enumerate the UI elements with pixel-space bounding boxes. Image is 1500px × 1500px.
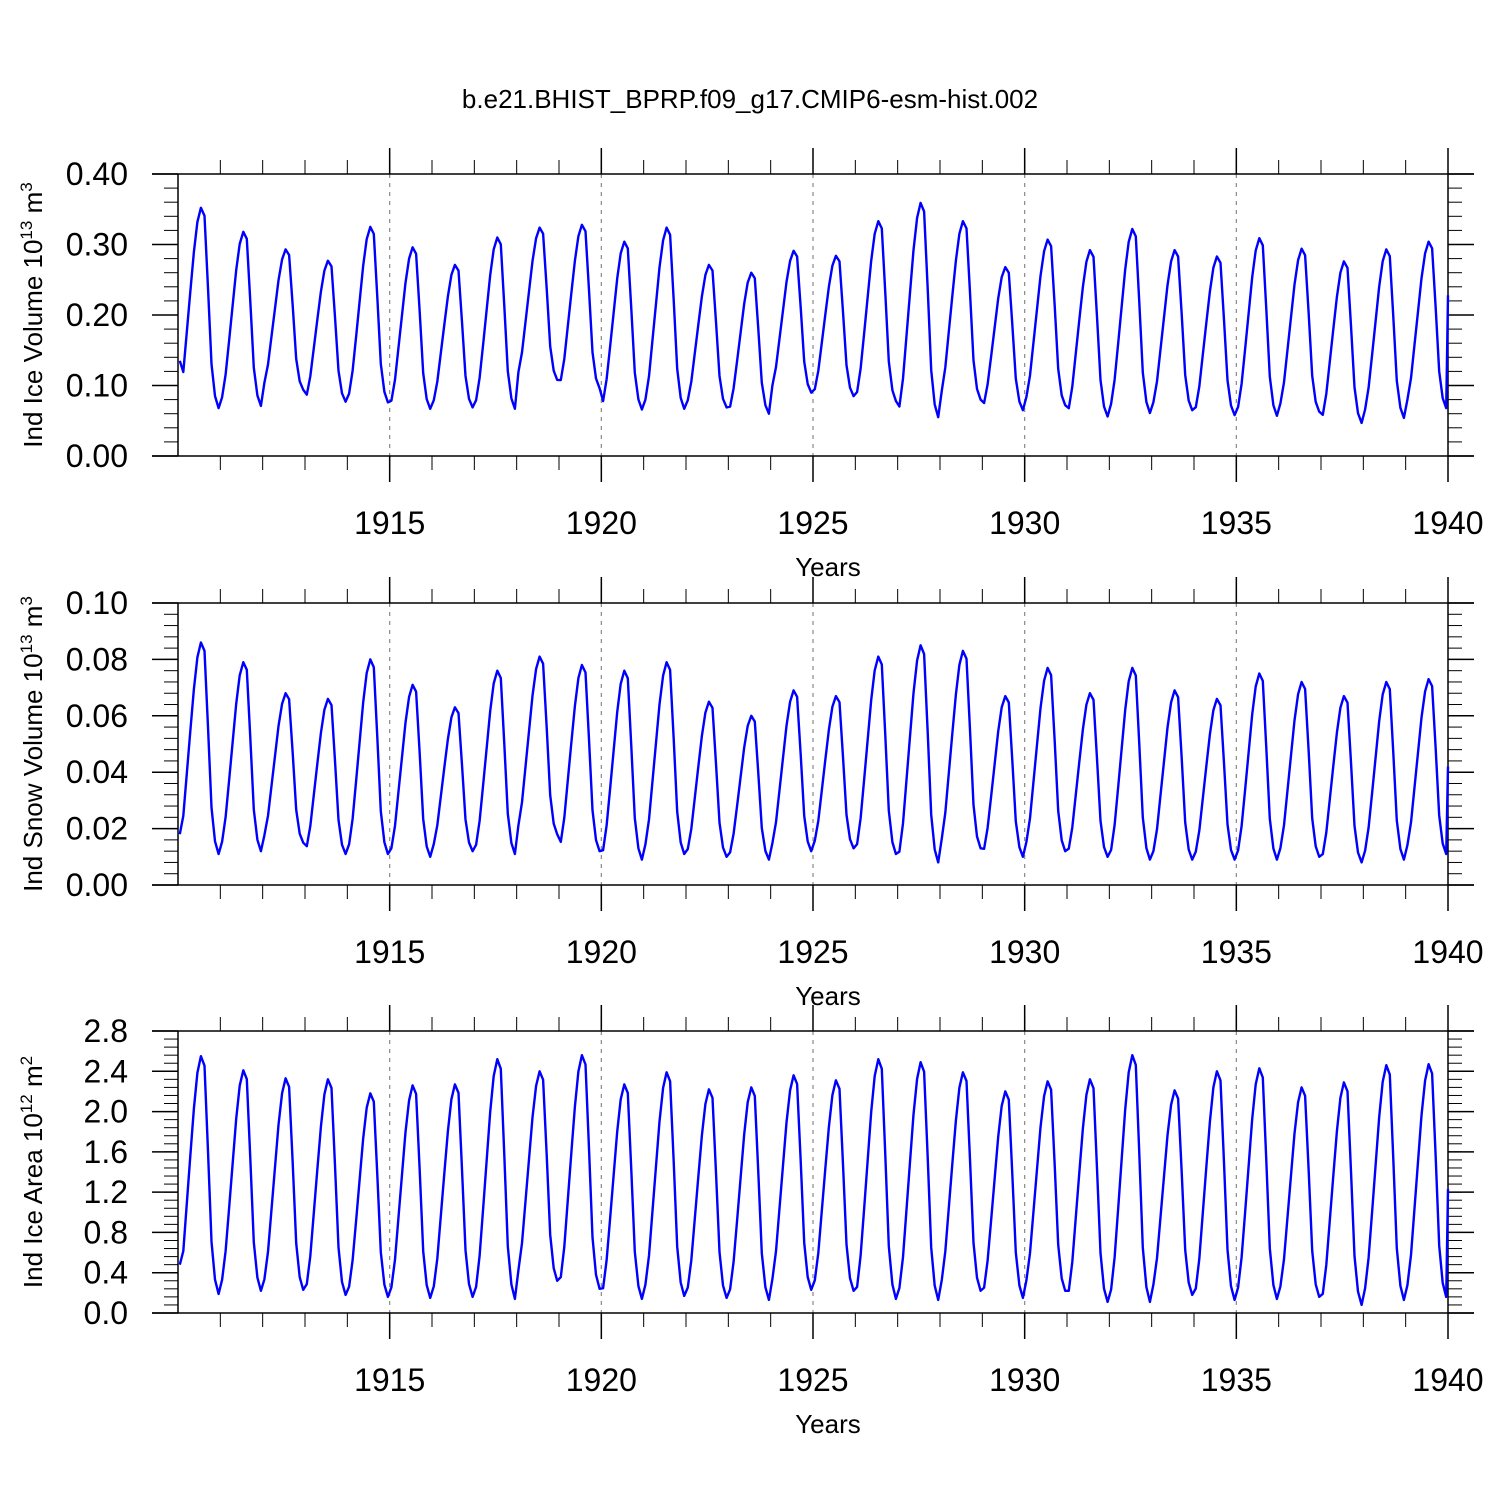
series-line [178,201,1450,425]
x-tick-label: 1935 [1201,505,1272,541]
y-tick-label: 0.4 [84,1255,128,1291]
x-tick-label: 1915 [354,934,425,970]
x-tick-label: 1915 [354,1362,425,1398]
y-tick-label: 1.6 [84,1134,128,1170]
x-tick-label: 1930 [989,1362,1060,1398]
y-tick-label: 0.10 [66,585,128,621]
y-tick-label: 0.02 [66,811,128,847]
x-tick-label: 1925 [777,1362,848,1398]
y-tick-label: 0.04 [66,754,128,790]
panel-1: 0.00 0.10 0.20 0.30 0.40 1915 1920 1925 1930 1935… [17,148,1484,582]
x-axis-label: Years [795,981,861,1011]
y-tick-label: 0.06 [66,698,128,734]
x-tick-label: 1930 [989,505,1060,541]
x-tick-label: 1920 [566,1362,637,1398]
x-tick-label: 1915 [354,505,425,541]
y-tick-label: 0.40 [66,156,128,192]
y-tick-label: 2.4 [84,1053,128,1089]
y-axis-label: Ind Snow Volume 1013 m3 [17,596,48,892]
x-axis-label: Years [795,552,861,582]
x-tick-label: 1930 [989,934,1060,970]
y-tick-label: 0.00 [66,438,128,474]
y-tick-label: 0.30 [66,227,128,263]
y-axis-label: Ind Ice Volume 1013 m3 [17,182,48,447]
x-tick-label: 1920 [566,505,637,541]
y-tick-label: 0.00 [66,867,128,903]
x-tick-label: 1935 [1201,1362,1272,1398]
x-axis-label: Years [795,1409,861,1439]
x-tick-label: 1925 [777,505,848,541]
panel-2: 0.00 0.02 0.04 0.06 0.08 0.10 1915 1920 1925 1930… [17,577,1484,1011]
x-tick-label: 1925 [777,934,848,970]
y-axis-label: Ind Ice Area 1012 m2 [17,1056,48,1288]
y-tick-label: 0.08 [66,641,128,677]
y-tick-label: 2.0 [84,1094,128,1130]
x-tick-label: 1935 [1201,934,1272,970]
panel-3: 0.0 0.4 0.8 1.2 1.6 2.0 2.4 2.8 1915 1920 1925 1930… [17,1005,1484,1439]
x-tick-label: 1940 [1412,505,1483,541]
x-tick-label: 1940 [1412,934,1483,970]
y-tick-label: 0.10 [66,368,128,404]
series-line [178,641,1450,864]
figure-title: b.e21.BHIST_BPRP.f09_g17.CMIP6-esm-hist.… [461,84,1039,114]
series-line [178,1054,1450,1307]
y-tick-label: 0.0 [84,1295,128,1331]
y-tick-label: 0.8 [84,1214,128,1250]
y-tick-label: 1.2 [84,1174,128,1210]
y-tick-label: 2.8 [84,1013,128,1049]
x-tick-label: 1920 [566,934,637,970]
x-tick-label: 1940 [1412,1362,1483,1398]
y-tick-label: 0.20 [66,297,128,333]
